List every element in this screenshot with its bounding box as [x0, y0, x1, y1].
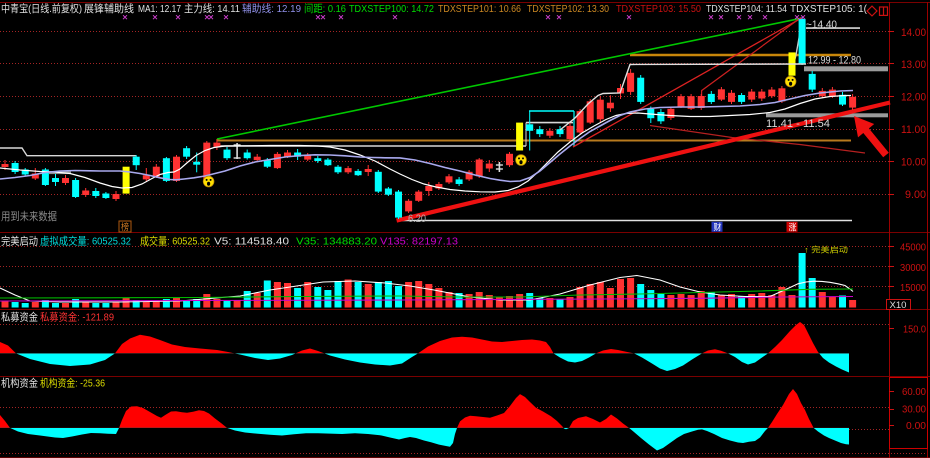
svg-text:间距: 0.16: 间距: 0.16	[304, 2, 346, 15]
svg-text:45000: 45000	[900, 243, 926, 254]
svg-text:V5: 114518.40: V5: 114518.40	[214, 236, 289, 248]
svg-text:财: 财	[714, 221, 722, 232]
svg-text:13.00: 13.00	[901, 59, 926, 71]
svg-text:30000: 30000	[900, 263, 926, 274]
svg-text:TDXSTEP104: 11.54: TDXSTEP104: 11.54	[706, 3, 787, 15]
svg-text:MA1: 12.17: MA1: 12.17	[138, 3, 181, 15]
svg-text:10.00: 10.00	[901, 157, 926, 169]
svg-text:私募资金: -121.89: 私募资金: -121.89	[40, 311, 114, 324]
svg-text:涨: 涨	[789, 222, 797, 232]
svg-text:150.0: 150.0	[903, 325, 926, 336]
svg-text:9.00: 9.00	[905, 189, 926, 201]
svg-text:~14.40: ~14.40	[806, 19, 837, 31]
svg-text:12.00: 12.00	[901, 92, 926, 104]
svg-text:6.20: 6.20	[408, 213, 426, 225]
svg-text:机构资金: 机构资金	[1, 377, 38, 390]
svg-text:辅助线: 12.19: 辅助线: 12.19	[242, 2, 301, 15]
svg-text:主力线: 14.11: 主力线: 14.11	[184, 2, 240, 15]
svg-text:12.99 - 12.80: 12.99 - 12.80	[808, 55, 861, 67]
svg-text:TDXSTEP102: 13.30: TDXSTEP102: 13.30	[527, 3, 609, 15]
svg-text:11.41 - 11.54: 11.41 - 11.54	[766, 118, 830, 130]
svg-text:14.00: 14.00	[901, 27, 926, 39]
svg-text:TDXSTEP105: 1(: TDXSTEP105: 1(	[790, 3, 867, 15]
svg-text:虚拟成交量: 60525.32: 虚拟成交量: 60525.32	[40, 235, 131, 248]
svg-text:用到未来数据: 用到未来数据	[1, 209, 57, 223]
svg-text:TDXSTEP103: 15.50: TDXSTEP103: 15.50	[616, 3, 701, 15]
svg-text:0.00: 0.00	[906, 421, 926, 432]
svg-text:V135: 82197.13: V135: 82197.13	[380, 236, 458, 248]
svg-text:TDXSTEP101: 10.66: TDXSTEP101: 10.66	[438, 3, 521, 15]
svg-text:15000: 15000	[900, 283, 926, 294]
svg-text:TDXSTEP100: 14.72: TDXSTEP100: 14.72	[349, 3, 434, 15]
svg-text:榜: 榜	[121, 221, 129, 232]
svg-text:60.00: 60.00	[902, 387, 926, 398]
svg-text:完美启动: 完美启动	[1, 235, 38, 248]
svg-text:展锋辅助线: 展锋辅助线	[84, 2, 134, 15]
svg-text:30.00: 30.00	[902, 405, 926, 416]
svg-text:中青宝(日线.前复权): 中青宝(日线.前复权)	[1, 2, 82, 15]
svg-text:私募资金: 私募资金	[1, 311, 38, 324]
svg-text:↑ 完美启动: ↑ 完美启动	[804, 245, 848, 255]
svg-text:机构资金: -25.36: 机构资金: -25.36	[40, 377, 105, 390]
svg-text:V35: 134883.20: V35: 134883.20	[296, 236, 377, 248]
svg-text:X10: X10	[890, 300, 907, 310]
svg-text:11.00: 11.00	[901, 124, 926, 136]
svg-text:成交量: 60525.32: 成交量: 60525.32	[140, 235, 210, 248]
